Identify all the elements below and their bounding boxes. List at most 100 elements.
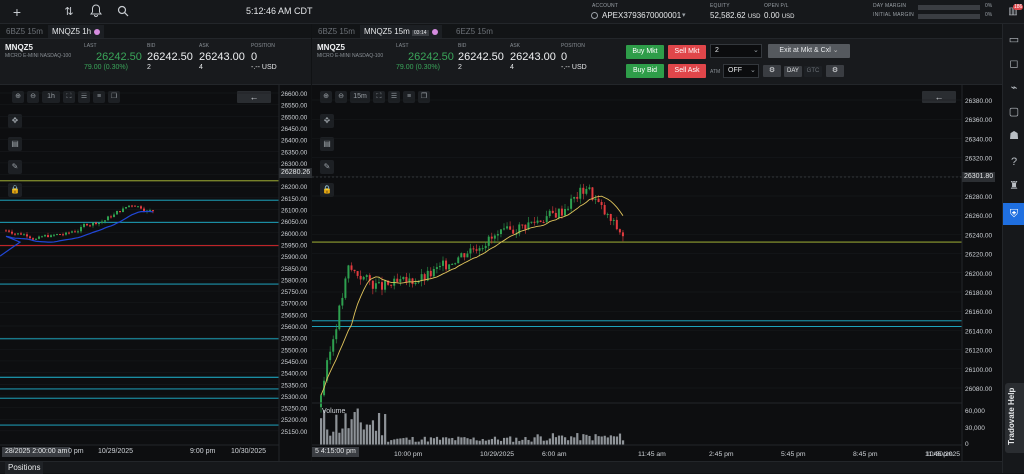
chat-icon[interactable]: ◻	[1009, 58, 1019, 70]
candle-body	[125, 207, 127, 209]
right-rail: ▥ 186 ▭ ◻ ⌁ ▢ ☗ ? ♜ ⚙ ⛨	[1002, 4, 1024, 473]
volume-bar	[609, 435, 612, 445]
lock-icon[interactable]: 🔒	[320, 183, 334, 197]
tab-mnqz5-1h[interactable]: MNQZ5 1h	[48, 25, 105, 38]
candle-body	[591, 187, 594, 200]
tif-day-button[interactable]: DAY	[784, 66, 802, 77]
time-box-right: 5 4:15:00 pm	[312, 447, 359, 457]
zoom-in-icon[interactable]: ⊕	[12, 91, 24, 103]
back-button[interactable]: ←	[237, 91, 271, 103]
volume-bar	[423, 436, 426, 445]
candle-body	[371, 280, 374, 289]
buy-bid-button[interactable]: Buy Bid	[626, 64, 664, 78]
tab-6bz5[interactable]: 6BZ5 15m	[318, 27, 355, 36]
symbol[interactable]: MNQZ5	[5, 43, 33, 52]
day-margin-label: DAY MARGIN	[873, 3, 907, 9]
account-select[interactable]: APEX3793670000001	[602, 11, 682, 20]
price-tick-label: 25550.00	[281, 336, 308, 343]
volume-bar	[368, 424, 371, 445]
symbol[interactable]: MNQZ5	[317, 43, 345, 52]
price-tick-label: 26300.00	[281, 161, 308, 168]
chevron-down-icon[interactable]: ⌄	[753, 47, 759, 54]
volume-bar	[399, 438, 402, 445]
positions-bar: Positions	[0, 461, 1002, 474]
volume-bar	[411, 436, 414, 445]
notes-icon[interactable]: ▤	[320, 137, 334, 151]
price-chart-left[interactable]: 26600.00 26550.00 26500.00 26450.00 26400.00…	[0, 85, 311, 461]
candle-body	[487, 236, 490, 246]
crosshair-select-icon[interactable]: ⛶	[63, 91, 75, 103]
template-icon[interactable]: ❐	[108, 91, 120, 103]
tab-6bz5[interactable]: 6BZ5 15m	[6, 27, 43, 36]
volume-bar	[603, 435, 606, 445]
trophy-icon[interactable]: ♜	[1009, 180, 1019, 192]
positions-tab[interactable]: Positions	[5, 462, 44, 474]
users-icon[interactable]: ☗	[1009, 130, 1019, 142]
notes-icon[interactable]: ▤	[8, 137, 22, 151]
exit-label: Exit at Mkt & Cxl	[779, 47, 831, 54]
candle-body	[83, 223, 85, 227]
volume-bar	[445, 437, 448, 445]
tab-6ez5[interactable]: 6EZ5 15m	[456, 27, 493, 36]
zoom-out-icon[interactable]: ⊖	[27, 91, 39, 103]
quantity-select[interactable]: 2	[710, 44, 762, 58]
help-tab[interactable]: Tradovate Help	[1005, 383, 1024, 453]
timeframe-button[interactable]: 1h	[42, 91, 60, 103]
candle-body	[435, 267, 438, 269]
candle-body	[365, 275, 368, 277]
initial-margin-value: 0%	[985, 12, 993, 18]
tab-mnqz5-15m[interactable]: MNQZ5 15m 03:14	[360, 25, 442, 38]
settings-icon[interactable]: ⚙	[826, 65, 844, 77]
exit-market-cancel-button[interactable]: Exit at Mkt & Cxl ⌄	[768, 44, 850, 58]
chevron-down-icon[interactable]: ⌄	[750, 67, 756, 74]
sell-market-button[interactable]: Sell Mkt	[668, 45, 706, 59]
candle-body	[113, 214, 115, 217]
column-chart-icon[interactable]: ▥	[1008, 6, 1018, 17]
crosshair-icon[interactable]: ✥	[320, 114, 334, 128]
change: 79.00 (0.30%)	[84, 64, 128, 71]
buy-market-button[interactable]: Buy Mkt	[626, 45, 664, 59]
candle-body	[122, 208, 124, 213]
add-icon[interactable]: +	[12, 4, 22, 20]
time-label: 8:45 pm	[853, 451, 878, 458]
price-tick-label: 25700.00	[281, 301, 308, 308]
pencil-icon[interactable]: ✎	[320, 160, 334, 174]
price-tick-label: 26240.00	[965, 232, 992, 239]
candle-body	[475, 249, 478, 251]
atm-select[interactable]: OFF	[723, 64, 759, 78]
panel-icon[interactable]: ▭	[1008, 34, 1020, 46]
help-icon[interactable]: ?	[1010, 156, 1018, 168]
candle-body	[101, 221, 103, 223]
candle-body	[143, 208, 145, 212]
pencil-icon[interactable]: ✎	[8, 160, 22, 174]
chevron-down-icon[interactable]: ▾	[682, 12, 686, 19]
chart-line-icon[interactable]: ⌁	[1010, 82, 1018, 94]
window-icon[interactable]: ▢	[1008, 106, 1020, 118]
shield-icon[interactable]: ⛨	[1003, 203, 1024, 225]
price-tick-label: 26280.00	[965, 194, 992, 201]
sell-ask-button[interactable]: Sell Ask	[668, 64, 706, 78]
crosshair-icon[interactable]: ✥	[8, 114, 22, 128]
volume-bar	[384, 414, 387, 445]
price-chart-right[interactable]: 26380.0026360.0026340.0026320.0026300.00…	[312, 85, 1002, 461]
sort-arrows-icon[interactable]: ⇅	[64, 6, 74, 18]
price-tick-label: 25450.00	[281, 359, 308, 366]
candle-body	[56, 234, 58, 236]
volume-bar	[405, 437, 408, 445]
indicators-icon[interactable]: ☰	[78, 91, 90, 103]
volume-bar	[582, 434, 585, 445]
tif-gtc-button[interactable]: GTC	[804, 66, 822, 77]
volume-bar	[393, 439, 396, 445]
price-tick-label: 25350.00	[281, 382, 308, 389]
settings-icon[interactable]: ⚙	[763, 65, 781, 77]
bid-label: BID	[458, 43, 467, 49]
price-axis	[279, 85, 311, 461]
bell-icon[interactable]	[87, 3, 105, 21]
change: 79.00 (0.30%)	[396, 64, 440, 71]
lock-icon[interactable]: 🔒	[8, 183, 22, 197]
search-icon[interactable]	[114, 3, 132, 21]
price-tag-left: 26280.26	[279, 168, 313, 178]
price-tick-label: 26400.00	[281, 138, 308, 145]
volume-bar	[381, 435, 384, 445]
settings-list-icon[interactable]: ≡	[93, 91, 105, 103]
